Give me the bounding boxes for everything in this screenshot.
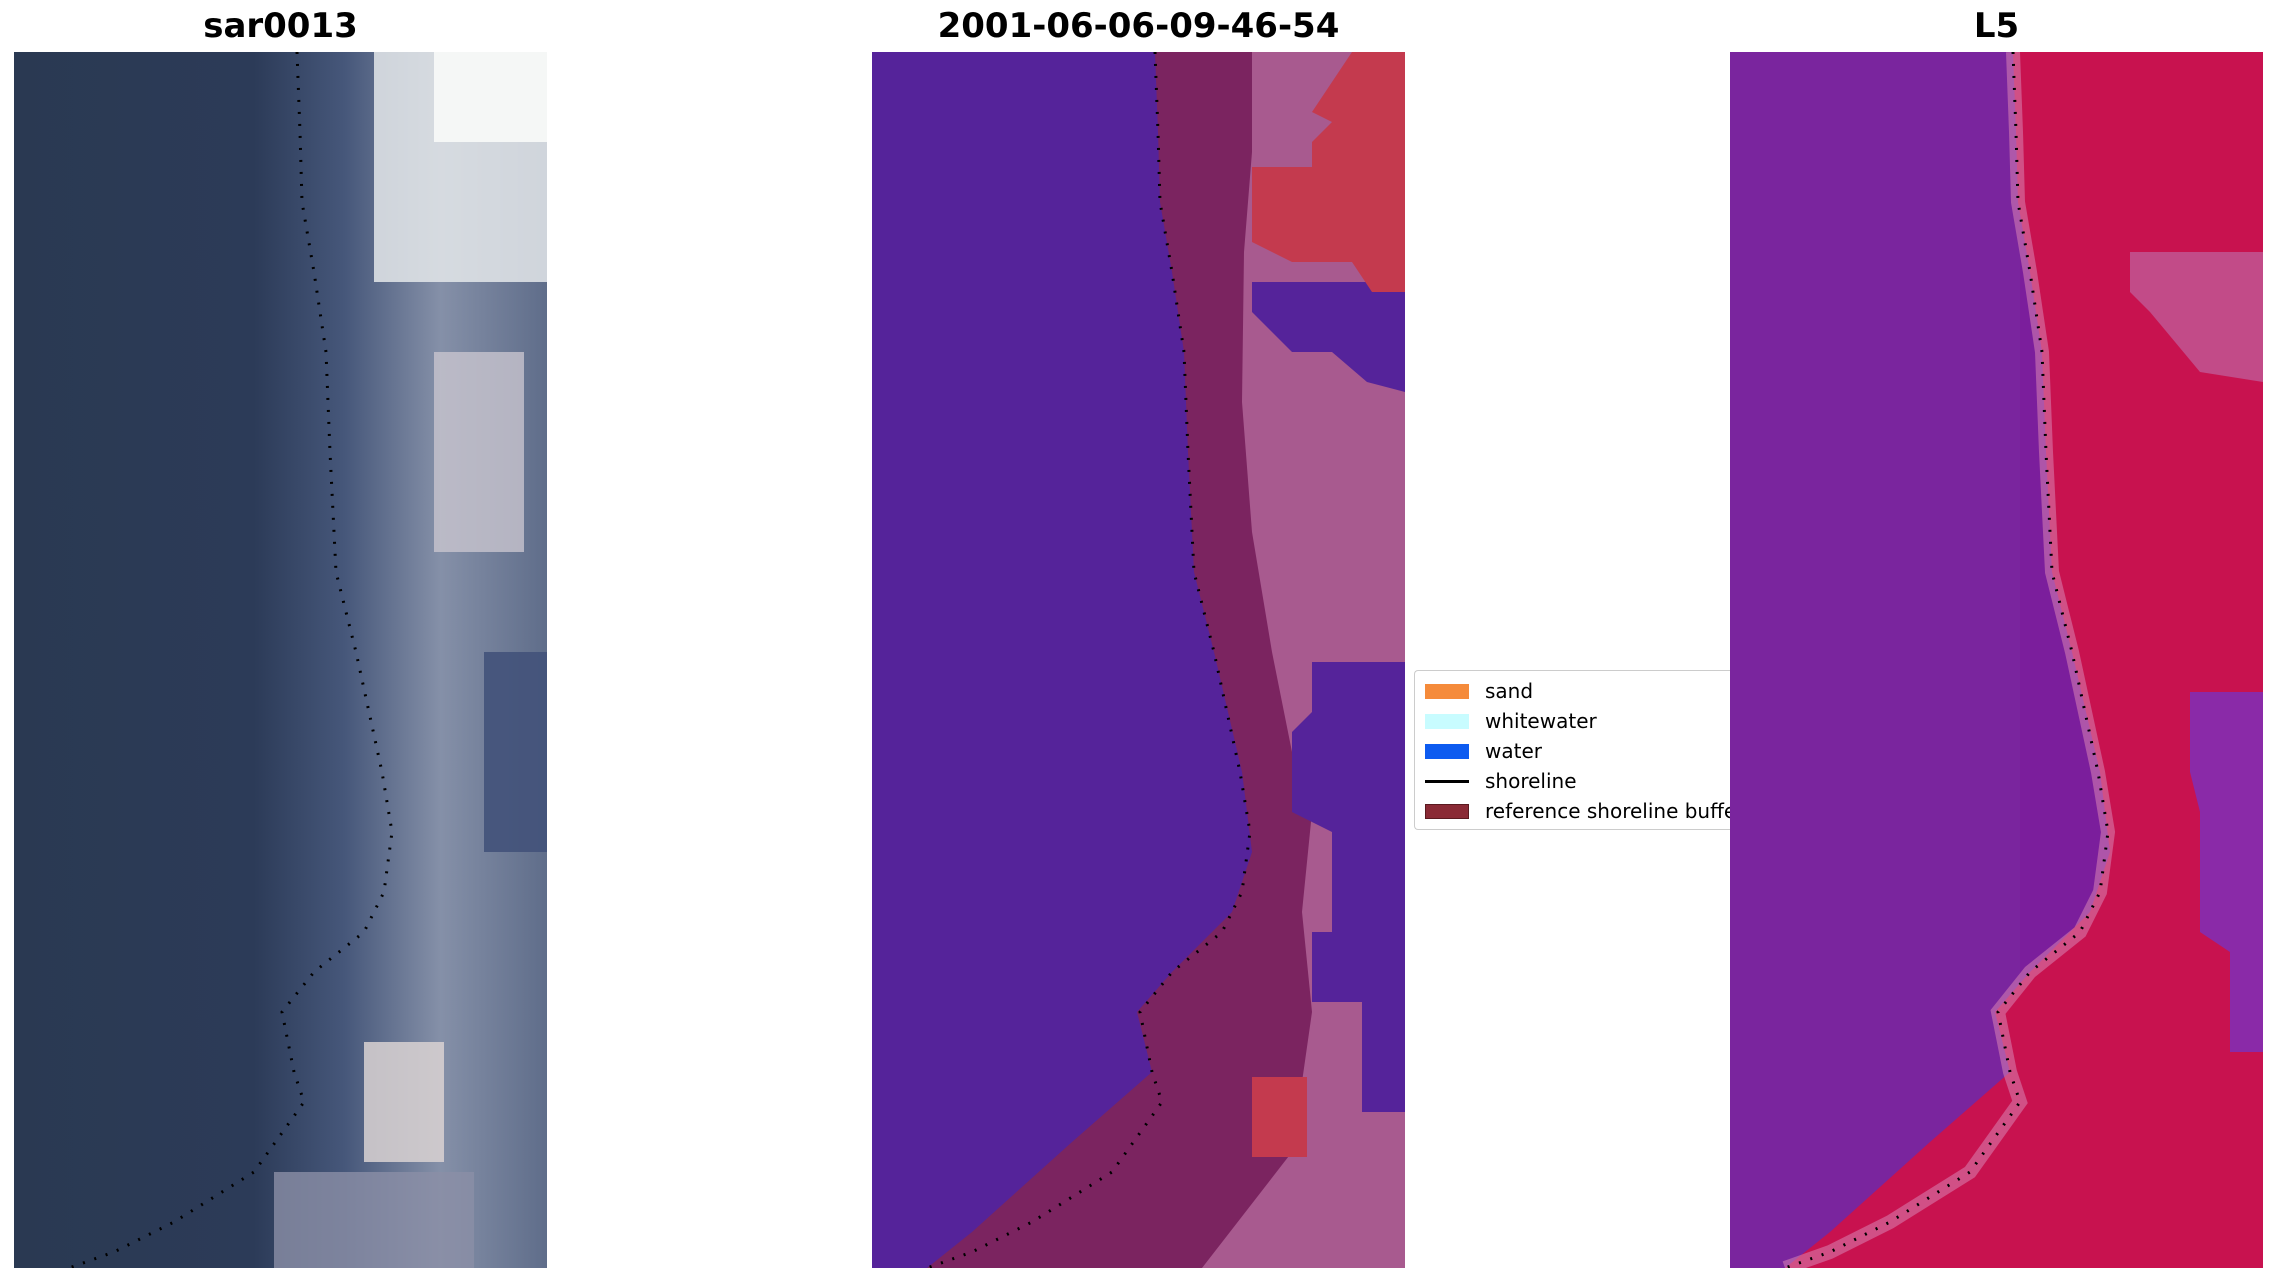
legend-label-shoreline: shoreline [1485, 769, 1577, 793]
legend-label-whitewater: whitewater [1485, 709, 1597, 733]
legend-label-sand: sand [1485, 679, 1534, 703]
legend: sand whitewater water shoreline referenc… [1414, 670, 1731, 830]
water-patch-right [484, 652, 547, 852]
sand-swatch [1425, 683, 1469, 699]
sand-patch-bottom [274, 1172, 474, 1268]
legend-label-water: water [1485, 739, 1542, 763]
panel-title-classified: 2001-06-06-09-46-54 [937, 6, 1340, 46]
class-water-inlet-top [1252, 282, 1405, 392]
panel-title-rgb: sar0013 [203, 6, 358, 46]
shoreline-swatch [1425, 779, 1469, 783]
whitewater-swatch [1425, 713, 1469, 729]
rgb-image-panel [14, 52, 547, 1268]
legend-item-shoreline: shoreline [1425, 767, 1577, 795]
legend-item-sand: sand [1425, 677, 1533, 705]
bright-patch-corner [434, 52, 547, 142]
class-sand-top [1252, 52, 1405, 292]
index-bright-area [1785, 52, 2263, 1268]
index-shoreline-halo [1782, 52, 2116, 1268]
reference-buffer-swatch [1425, 803, 1469, 819]
index-mid-patch-right [2190, 692, 2263, 1052]
legend-label-reference-buffer: reference shoreline buffer [1485, 799, 1731, 823]
index-image-panel [1730, 52, 2263, 1268]
panel-title-index: L5 [1973, 6, 2020, 46]
class-water-inlet-mid [1292, 662, 1405, 1112]
legend-item-water: water [1425, 737, 1542, 765]
bright-patch-bottom [364, 1042, 444, 1162]
index-mid-patch-top [2130, 252, 2263, 382]
classified-image-panel [872, 52, 1405, 1268]
bright-patch-mid [434, 352, 524, 552]
index-left-tone [1730, 52, 2020, 1268]
class-sand-bottom [1252, 1077, 1307, 1157]
water-swatch [1425, 743, 1469, 759]
legend-item-reference-buffer: reference shoreline buffer [1425, 797, 1731, 825]
legend-item-whitewater: whitewater [1425, 707, 1597, 735]
